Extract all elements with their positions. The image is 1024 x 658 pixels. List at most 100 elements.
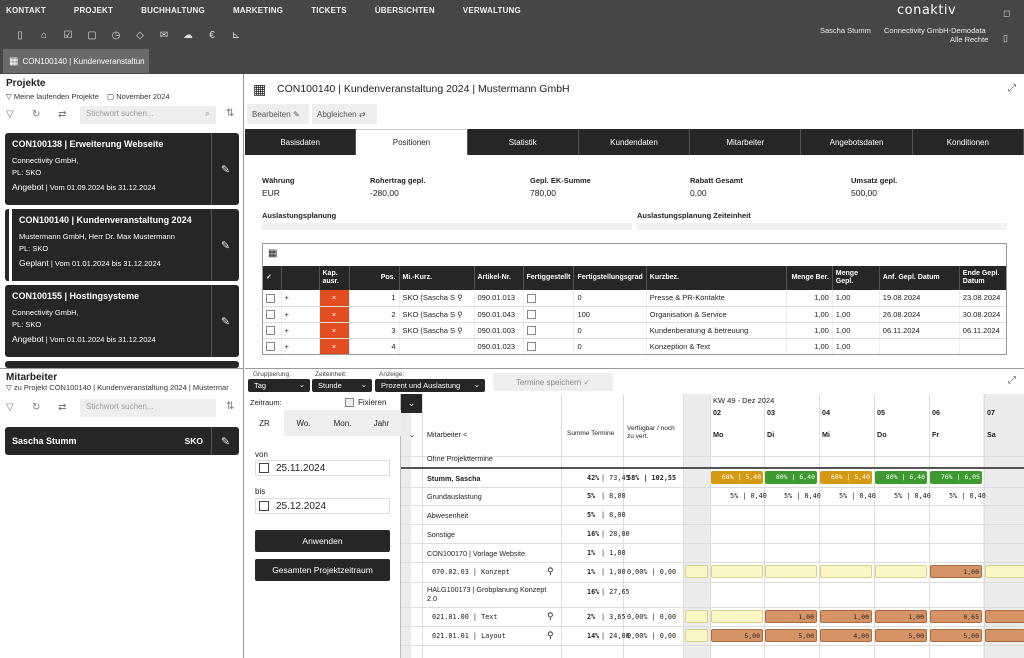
load-block[interactable]: 68% | 5,40: [820, 471, 872, 484]
project-search-input[interactable]: Stichwort suchen... ⌕: [80, 106, 216, 124]
staff-search-input[interactable]: Stichwort suchen...: [80, 399, 216, 417]
tab-positionen[interactable]: Positionen: [356, 129, 468, 155]
tab-basisdaten[interactable]: Basisdaten: [245, 129, 357, 155]
task-block[interactable]: [875, 565, 927, 578]
load-unit-field[interactable]: [637, 223, 1007, 230]
table-row[interactable]: + × 2 SKO (Sascha S ⚲ 090.01.043 100 Organisat…: [263, 306, 1006, 323]
task-block[interactable]: 4,00: [820, 629, 872, 642]
to-date-input[interactable]: 25.12.2024: [255, 498, 390, 514]
filter-icon[interactable]: ▽: [6, 402, 14, 413]
task-block[interactable]: 5,00: [765, 629, 817, 642]
table-row[interactable]: + × 1 SKO (Sascha S ⚲ 090.01.013 0 Presse & PR…: [263, 290, 1006, 307]
load-block[interactable]: 68% | 5,40: [711, 471, 763, 484]
tab-konditionen[interactable]: Konditionen: [912, 129, 1024, 155]
edit-button[interactable]: Bearbeiten ✎: [247, 104, 309, 124]
sort-icon[interactable]: ⇅: [226, 108, 235, 119]
edit-icon[interactable]: ✎: [211, 427, 239, 455]
staff-card[interactable]: Sascha Stumm SKO ✎: [5, 427, 239, 455]
project-card[interactable]: CON100155 | Hostingsysteme Connectivity …: [5, 285, 239, 357]
task-block[interactable]: 5,00: [930, 629, 982, 642]
task-block[interactable]: [765, 565, 817, 578]
edit-icon[interactable]: ✎: [211, 133, 239, 205]
timeunit-select[interactable]: Stunde ⌄: [312, 379, 372, 392]
tab-angebotsdaten[interactable]: Angebotsdaten: [801, 129, 913, 155]
refresh-icon[interactable]: ↻: [32, 109, 41, 120]
display-select[interactable]: Prozent und Auslastung ⌄: [375, 379, 485, 392]
task-block[interactable]: 0,65: [930, 610, 982, 623]
sync-button[interactable]: Abgleichen ⇄: [312, 104, 377, 124]
pin-icon[interactable]: ⚲: [547, 630, 554, 640]
project-card[interactable]: CON100138 | Erweiterung Webseite Connect…: [5, 133, 239, 205]
fix-checkbox[interactable]: Fixieren: [345, 398, 386, 408]
save-appointments-button[interactable]: Termine speichern ✓: [493, 373, 613, 391]
whole-period-button[interactable]: Gesamten Projektzeitraum: [255, 559, 390, 581]
cloud-icon[interactable]: ☁: [183, 29, 193, 41]
swap-icon[interactable]: ⇄: [58, 109, 67, 120]
task-block[interactable]: [685, 610, 708, 623]
load-block[interactable]: 76% | 6,05: [930, 471, 982, 484]
task-block[interactable]: 5,00: [875, 629, 927, 642]
menu-item[interactable]: PROJEKT: [73, 6, 114, 15]
menu-item[interactable]: MARKETING: [232, 6, 284, 15]
task-block[interactable]: [711, 610, 763, 623]
period-tab[interactable]: Jahr: [373, 418, 390, 428]
tab-mitarbeiter[interactable]: Mitarbeiter: [690, 129, 802, 155]
panel-toggle-icon[interactable]: ▯: [17, 29, 23, 41]
notification-icon[interactable]: ◻: [1003, 8, 1011, 18]
home-icon[interactable]: ⌂: [40, 29, 48, 41]
task-block[interactable]: [820, 565, 872, 578]
load-block[interactable]: 80% | 6,40: [765, 471, 817, 484]
task-block[interactable]: 5,00: [711, 629, 763, 642]
project-card[interactable]: [5, 361, 239, 368]
menu-item[interactable]: BUCHHALTUNG: [141, 6, 205, 15]
collapse-all-icon[interactable]: ⌄: [409, 430, 416, 439]
pin-icon[interactable]: ⚲: [547, 611, 554, 621]
task-block[interactable]: [985, 610, 1024, 623]
sort-icon[interactable]: ⇅: [226, 401, 235, 412]
period-tab[interactable]: Mon.: [333, 418, 352, 428]
document-tab[interactable]: ▦ CON100140 | Kundenveranstaltun: [3, 49, 149, 73]
table-row[interactable]: + × 4 090.01.023 0 Konzeption & Text 1,00 1,00: [263, 338, 1006, 354]
task-block[interactable]: 1,00: [820, 610, 872, 623]
filter-running[interactable]: Meine laufenden Projekte: [13, 92, 99, 101]
task-block[interactable]: 1,00: [875, 610, 927, 623]
pin-icon[interactable]: ⚲: [547, 566, 554, 576]
edit-icon[interactable]: ✎: [211, 209, 239, 281]
task-block[interactable]: [685, 629, 708, 642]
mail-icon[interactable]: ✉: [159, 29, 169, 41]
task-block[interactable]: [711, 565, 763, 578]
timer-icon[interactable]: ◷: [111, 29, 121, 41]
euro-icon[interactable]: €: [209, 29, 215, 41]
project-card-selected[interactable]: CON100140 | Kundenveranstaltung 2024 Mus…: [5, 209, 239, 281]
table-row[interactable]: [263, 354, 1007, 355]
period-tab[interactable]: ZR: [245, 410, 284, 436]
filter-month[interactable]: November 2024: [116, 92, 170, 101]
task-block[interactable]: [685, 565, 708, 578]
task-block[interactable]: 1,00: [930, 565, 982, 578]
edit-icon[interactable]: ✎: [211, 285, 239, 357]
load-block[interactable]: 80% | 6,40: [875, 471, 927, 484]
expand-row-icon[interactable]: ⌄: [401, 394, 422, 413]
tag-icon[interactable]: ◇: [136, 29, 144, 41]
swap-icon[interactable]: ⇄: [58, 402, 67, 413]
expand-icon[interactable]: ⤢: [1008, 83, 1016, 94]
menu-item[interactable]: TICKETS: [311, 6, 347, 15]
sidebar-icon[interactable]: ▯: [1003, 33, 1008, 43]
table-settings-icon[interactable]: ▦: [268, 248, 278, 259]
menu-item[interactable]: KONTAKT: [6, 6, 46, 15]
table-row[interactable]: + × 3 SKO (Sascha S ⚲ 090.01.003 0 Kundenberat…: [263, 322, 1006, 339]
filter-icon[interactable]: ▽: [6, 109, 14, 120]
menu-item[interactable]: ÜBERSICHTEN: [374, 6, 435, 15]
task-block[interactable]: [985, 565, 1024, 578]
load-planning-field[interactable]: [262, 223, 632, 230]
menu-item[interactable]: VERWALTUNG: [462, 6, 521, 15]
tab-statistik[interactable]: Statistik: [467, 129, 579, 155]
tasks-icon[interactable]: ☑: [63, 29, 73, 41]
calendar-icon[interactable]: ▢: [87, 29, 97, 41]
staff-column-header[interactable]: Mitarbeiter <: [427, 430, 468, 439]
apply-button[interactable]: Anwenden: [255, 530, 390, 552]
chart-icon[interactable]: ⊾: [231, 29, 241, 41]
from-date-input[interactable]: 25.11.2024: [255, 460, 390, 476]
task-block[interactable]: [985, 629, 1024, 642]
expand-icon[interactable]: ⤢: [1008, 375, 1016, 386]
